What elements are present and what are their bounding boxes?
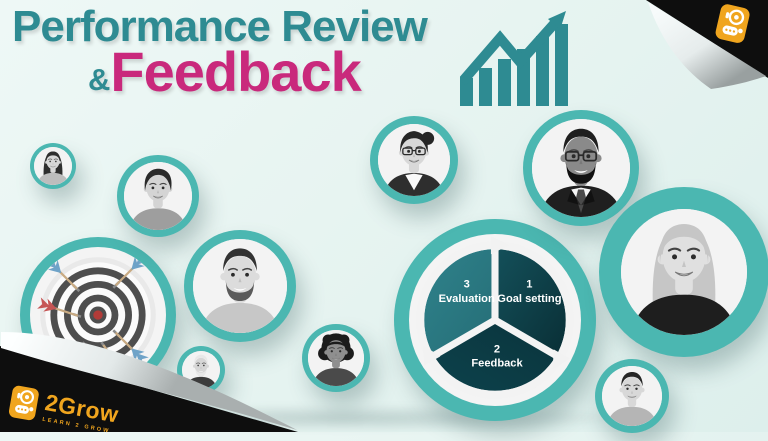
- avatar-young-man: [602, 366, 662, 426]
- cycle-arrowhead-left: [423, 345, 441, 366]
- floor-shadow: [40, 404, 650, 432]
- avatar-man-suit: [532, 119, 630, 217]
- avatar-woman-glasses: [378, 124, 450, 196]
- page-title: Performance Review & Feedback: [12, 2, 428, 104]
- cycle-arrowhead-right: [552, 349, 570, 370]
- avatar-elderly-man: [182, 351, 220, 389]
- segment-3-label: Evaluation: [439, 293, 495, 305]
- cycle-diagram-circle: 1 Goal setting 3 Evaluation 2 Feedback: [394, 219, 596, 421]
- segment-2-label: Feedback: [471, 358, 523, 370]
- avatar-woman-short-hair-circle: [117, 155, 199, 237]
- title-ampersand: &: [88, 61, 111, 97]
- title-line1: Performance Review: [12, 2, 428, 51]
- segment-feedback: [433, 320, 557, 391]
- cycle-arrowhead-top: [490, 236, 510, 255]
- avatar-woman-long-hair-circle: [30, 143, 76, 189]
- avatar-man-beard: [193, 239, 287, 333]
- avatar-woman-long-hair: [34, 147, 72, 185]
- avatar-woman-blonde: [621, 209, 747, 335]
- segment-1-number: 1: [526, 279, 532, 291]
- segment-1-label: Goal setting: [497, 293, 561, 305]
- avatar-woman-glasses-circle: [370, 116, 458, 204]
- avatar-woman-afro: [308, 330, 364, 386]
- avatar-young-man-circle: [595, 359, 669, 433]
- avatar-woman-afro-circle: [302, 324, 370, 392]
- avatar-elderly-man-circle: [177, 346, 225, 394]
- avatar-man-beard-circle: [184, 230, 296, 342]
- avatar-woman-short-hair: [124, 162, 192, 230]
- title-line2: Feedback: [110, 40, 361, 104]
- segment-3-number: 3: [464, 279, 470, 291]
- growth-chart-icon: [458, 6, 572, 106]
- target-circle: [20, 237, 176, 393]
- avatar-woman-blonde-circle: [599, 187, 768, 357]
- title-line2-row: & Feedback: [88, 40, 427, 104]
- cycle-diagram: 1 Goal setting 3 Evaluation 2 Feedback: [409, 234, 581, 406]
- segment-2-number: 2: [494, 343, 500, 355]
- brand-logo-top-right: [713, 2, 752, 46]
- dartboard: [30, 247, 166, 383]
- brand-logo-icon: [7, 384, 40, 422]
- avatar-man-suit-circle: [523, 110, 639, 226]
- cycle-diagram-graphic: 1 Goal setting 3 Evaluation 2 Feedback: [416, 236, 574, 399]
